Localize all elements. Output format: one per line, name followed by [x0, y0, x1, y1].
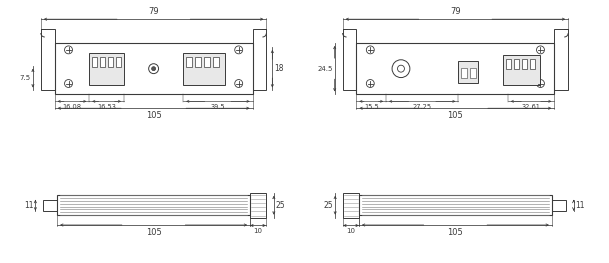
Bar: [514, 59, 519, 69]
Text: 18: 18: [274, 64, 284, 73]
Text: 105: 105: [146, 111, 161, 120]
Text: 27.25: 27.25: [413, 104, 432, 110]
Text: 10: 10: [347, 229, 356, 235]
Bar: [356, 43, 554, 94]
Text: 16.08: 16.08: [63, 104, 82, 110]
Text: 11: 11: [576, 201, 585, 210]
Bar: [213, 57, 219, 67]
Bar: [195, 57, 201, 67]
Text: 105: 105: [448, 111, 463, 120]
Text: 105: 105: [146, 228, 161, 237]
Bar: [343, 29, 356, 90]
Bar: [343, 193, 359, 218]
Text: 24.5: 24.5: [317, 66, 333, 72]
Text: 79: 79: [450, 7, 460, 16]
Bar: [186, 57, 192, 67]
Bar: [359, 195, 552, 215]
Bar: [522, 59, 527, 69]
Bar: [506, 59, 511, 69]
Circle shape: [152, 67, 155, 71]
Bar: [470, 68, 476, 78]
Bar: [100, 57, 105, 67]
Bar: [55, 43, 253, 94]
Bar: [530, 59, 535, 69]
Bar: [93, 57, 97, 67]
Bar: [43, 200, 57, 211]
Bar: [459, 61, 478, 83]
Text: 79: 79: [149, 7, 159, 16]
Bar: [552, 200, 566, 211]
Text: 25: 25: [323, 201, 333, 210]
Text: 15.5: 15.5: [364, 104, 379, 110]
Text: 11: 11: [24, 201, 33, 210]
Bar: [183, 53, 225, 84]
Bar: [108, 57, 113, 67]
Bar: [554, 29, 568, 90]
Text: 105: 105: [448, 228, 463, 237]
Bar: [116, 57, 121, 67]
Bar: [250, 193, 266, 218]
Text: 16.53: 16.53: [97, 104, 116, 110]
Bar: [204, 57, 210, 67]
Bar: [503, 55, 540, 84]
Text: 10: 10: [253, 229, 262, 235]
Text: 7.5: 7.5: [20, 75, 31, 81]
Bar: [57, 195, 250, 215]
Bar: [462, 68, 467, 78]
Text: 39.5: 39.5: [211, 104, 225, 110]
Bar: [90, 53, 124, 84]
Text: 32.61: 32.61: [522, 104, 541, 110]
Text: 25: 25: [276, 201, 286, 210]
